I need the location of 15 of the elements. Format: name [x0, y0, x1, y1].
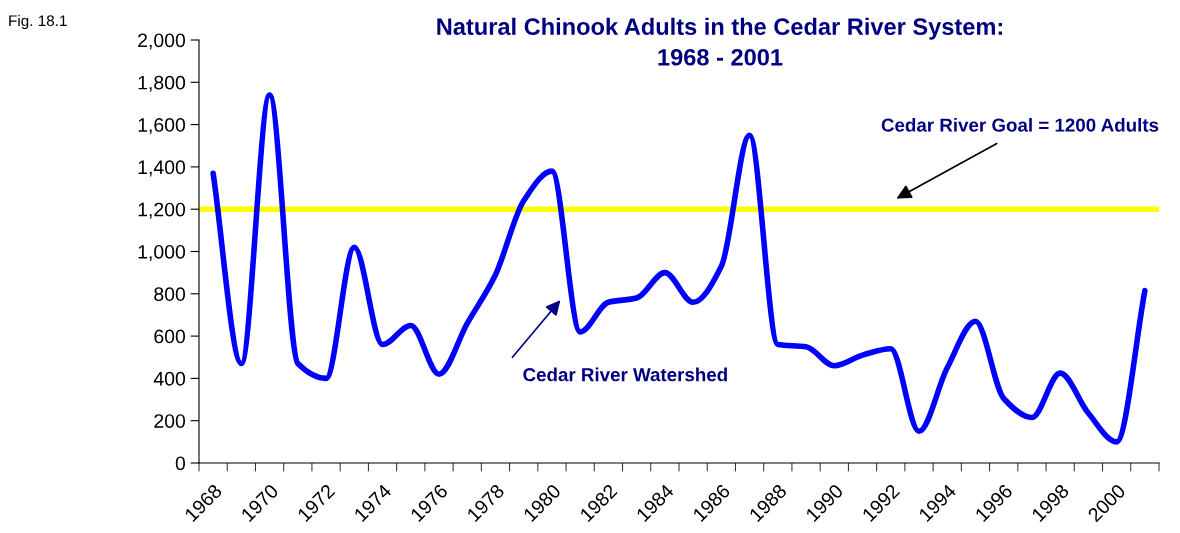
y-tick-label: 800 [154, 287, 186, 302]
caption: Fig. 18.1 [9, 14, 67, 30]
y-tick-label: 200 [154, 414, 186, 428]
y-tick-label: 1,200 [138, 202, 186, 219]
y-tick-label: 600 [154, 329, 186, 344]
chart-title: Natural Chinook Adults in the Cedar River System: 1968 - 2001 [437, 17, 1002, 66]
ref-line-label: Cedar River Goal = 1200 Adults [881, 117, 1159, 132]
y-tick-label: 1,400 [138, 160, 186, 177]
y-tick-label: 2,000 [138, 33, 186, 50]
y-tick-label: 1,000 [138, 244, 186, 262]
y-tick-label: 400 [153, 371, 186, 386]
y-tick-label: 1,600 [138, 118, 186, 135]
text: Cedar River Watershed [523, 367, 727, 382]
y-tick-label: 1,800 [138, 75, 186, 92]
y-tick-label: 0 [175, 456, 186, 471]
